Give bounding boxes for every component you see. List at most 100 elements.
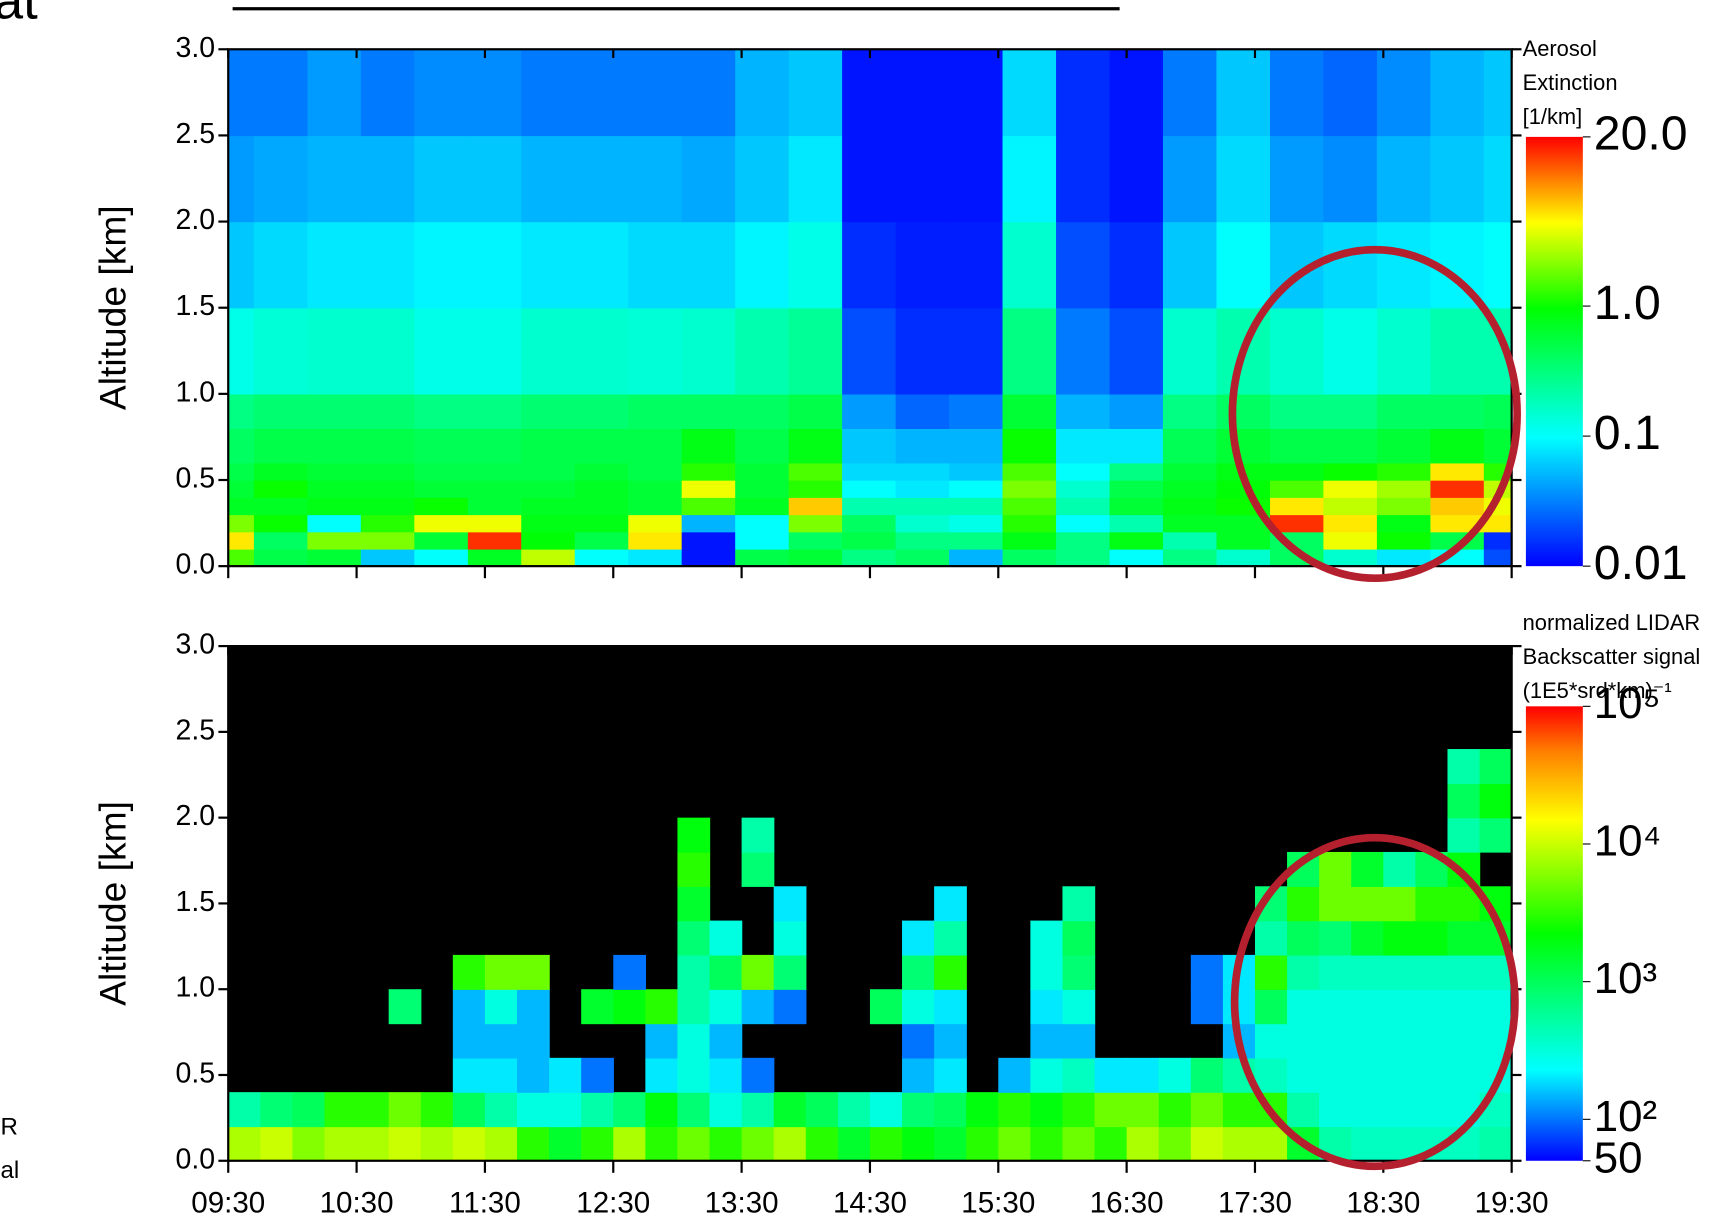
- heatmap-cell: [307, 428, 361, 463]
- heatmap-cell: [1377, 532, 1431, 550]
- heatmap-cell: [677, 955, 710, 990]
- heatmap-cell: [1216, 532, 1270, 550]
- heatmap-cell: [742, 818, 775, 853]
- heatmap-cell: [735, 222, 789, 309]
- heatmap-cell: [677, 1126, 710, 1161]
- heatmap-cell: [1163, 135, 1217, 222]
- heatmap-cell: [710, 1126, 743, 1161]
- heatmap-cell: [774, 1092, 807, 1127]
- x-tick-label: 15:30: [961, 1186, 1035, 1219]
- heatmap-cell: [1447, 1058, 1480, 1093]
- heatmap-cell: [1003, 308, 1057, 395]
- heatmap-cell: [414, 480, 468, 498]
- heatmap-cell: [613, 1126, 646, 1161]
- heatmap-cell: [307, 463, 361, 481]
- heatmap-cell: [682, 549, 736, 567]
- heatmap-cell: [307, 549, 361, 567]
- heatmap-cell: [735, 532, 789, 550]
- heatmap-cell: [228, 222, 254, 309]
- heatmap-cell: [1255, 1058, 1288, 1093]
- heatmap-cell: [421, 1126, 454, 1161]
- heatmap-cell: [789, 49, 843, 136]
- heatmap-cell: [896, 394, 950, 429]
- heatmap-cell: [1323, 514, 1377, 532]
- heatmap-cell: [1163, 308, 1217, 395]
- heatmap-cell: [789, 532, 843, 550]
- heatmap-cell: [1377, 514, 1431, 532]
- heatmap-cell: [628, 135, 682, 222]
- heatmap-cell: [735, 549, 789, 567]
- colorbar-tick-label: 50: [1594, 1133, 1643, 1182]
- heatmap-cell: [735, 463, 789, 481]
- heatmap-cell: [575, 308, 629, 395]
- heatmap-cell: [1110, 514, 1164, 532]
- heatmap-cell: [677, 818, 710, 853]
- x-tick-label: 17:30: [1218, 1186, 1292, 1219]
- heatmap-cell: [742, 1126, 775, 1161]
- heatmap-cell: [1383, 921, 1416, 956]
- heatmap-cell: [549, 1092, 582, 1127]
- heatmap-cell: [870, 989, 903, 1024]
- heatmap-cell: [735, 480, 789, 498]
- heatmap-cell: [1110, 49, 1164, 136]
- heatmap-cell: [1216, 222, 1270, 309]
- heatmap-cell: [1003, 463, 1057, 481]
- heatmap-cell: [575, 549, 629, 567]
- heatmap-cell: [1003, 549, 1057, 567]
- heatmap-cell: [1163, 480, 1217, 498]
- heatmap-cell: [789, 222, 843, 309]
- colorbar-label: [1/km]: [1523, 104, 1583, 129]
- heatmap-cell: [1323, 549, 1377, 567]
- heatmap-cell: [1415, 1024, 1448, 1059]
- x-tick-label: 10:30: [320, 1186, 394, 1219]
- heatmap-cell: [1110, 308, 1164, 395]
- heatmap-cell: [742, 955, 775, 990]
- heatmap-cell: [1110, 532, 1164, 550]
- colorbar-tick-label: 10³: [1594, 954, 1657, 1003]
- heatmap-cell: [774, 1126, 807, 1161]
- heatmap-cell: [414, 532, 468, 550]
- heatmap-cell: [1030, 1024, 1063, 1059]
- heatmap-cell: [645, 989, 678, 1024]
- heatmap-cell: [682, 428, 736, 463]
- heatmap-cell: [1484, 532, 1513, 550]
- heatmap-cell: [228, 1126, 261, 1161]
- heatmap-cell: [485, 1126, 518, 1161]
- heatmap-cell: [357, 1092, 390, 1127]
- heatmap-cell: [682, 308, 736, 395]
- heatmap-cell: [1163, 463, 1217, 481]
- heatmap-cell: [521, 480, 575, 498]
- heatmap-cell: [1127, 1092, 1160, 1127]
- heatmap-cell: [307, 480, 361, 498]
- heatmap-cell: [361, 549, 415, 567]
- heatmap-cell: [1255, 1024, 1288, 1059]
- heatmap-cell: [896, 49, 950, 136]
- heatmap-cell: [949, 480, 1003, 498]
- heatmap-cell: [902, 1024, 935, 1059]
- heatmap-cell: [949, 428, 1003, 463]
- heatmap-cell: [521, 394, 575, 429]
- heatmap-cell: [1270, 135, 1324, 222]
- heatmap-cell: [1351, 1126, 1384, 1161]
- colorbar-tick-label: 10⁴: [1594, 817, 1662, 866]
- heatmap-cell: [228, 135, 254, 222]
- heatmap-cell: [575, 514, 629, 532]
- heatmap-cell: [949, 135, 1003, 222]
- heatmap-cell: [361, 497, 415, 515]
- heatmap-cell: [453, 1092, 486, 1127]
- heatmap-cell: [1484, 49, 1513, 136]
- y-tick-label: 0.5: [176, 463, 216, 495]
- y-tick-label: 0.0: [176, 1143, 216, 1175]
- heatmap-cell: [645, 1024, 678, 1059]
- heatmap-cell: [521, 532, 575, 550]
- y-tick-label: 1.0: [176, 972, 216, 1004]
- charts: 0.00.51.01.52.02.53.0Altitude [km]Aeroso…: [91, 32, 1700, 1220]
- heatmap-cell: [575, 135, 629, 222]
- heatmap-cell: [1323, 308, 1377, 395]
- heatmap-cell: [521, 428, 575, 463]
- heatmap-cell: [468, 222, 522, 309]
- heatmap-cell: [774, 921, 807, 956]
- heatmap-cell: [228, 532, 254, 550]
- heatmap-cell: [414, 49, 468, 136]
- heatmap-cell: [521, 308, 575, 395]
